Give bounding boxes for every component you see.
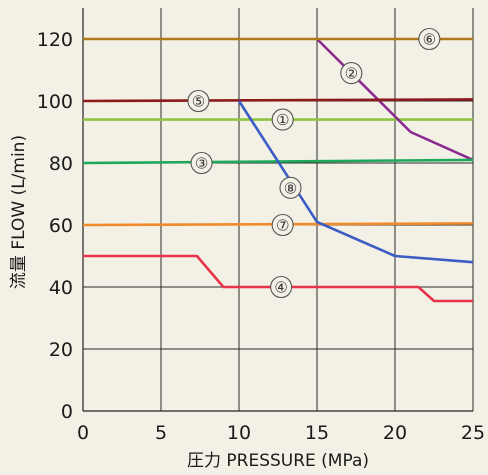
- x-tick-labels: 0 5 10 15 20 25: [77, 422, 485, 444]
- x-tick-label: 20: [383, 422, 407, 444]
- series-line-5: [82, 98, 474, 103]
- marker-circle: [271, 108, 294, 131]
- series-name-label: ④: [274, 279, 287, 297]
- marker-circle: [271, 213, 294, 237]
- series-marker-4: ④: [270, 275, 293, 299]
- x-tick-label: 10: [227, 422, 251, 444]
- marker-circle: [279, 176, 302, 199]
- x-axis-title: 圧力 PRESSURE (MPa): [187, 451, 369, 471]
- series-name-label: ③: [195, 155, 208, 173]
- y-tick-label: 80: [49, 153, 73, 175]
- y-tick-label: 20: [49, 339, 73, 361]
- x-tick-label: 0: [77, 422, 89, 444]
- marker-circle: [340, 62, 363, 85]
- series-markers: ① ② ③ ④ ⑤ ⑥ ⑦ ⑧: [187, 27, 441, 299]
- x-tick-label: 15: [305, 422, 329, 444]
- y-tick-label: 120: [37, 29, 73, 51]
- series-marker-8: ⑧: [279, 176, 302, 199]
- axes: [82, 8, 473, 412]
- marker-circle: [270, 275, 293, 299]
- y-tick-label: 60: [49, 215, 73, 237]
- y-tick-label: 40: [49, 277, 73, 299]
- y-tick-label: 0: [61, 401, 73, 423]
- plot-area: [83, 8, 473, 411]
- series-marker-1: ①: [271, 108, 294, 131]
- series-name-label: ②: [345, 65, 358, 83]
- series-marker-5: ⑤: [187, 89, 210, 113]
- series-line-4: [83, 254, 473, 303]
- series-marker-3: ③: [190, 151, 213, 175]
- series-name-label: ⑧: [284, 179, 297, 197]
- marker-circle: [418, 27, 441, 51]
- y-tick-labels: 0 20 40 60 80 100 120: [37, 29, 73, 423]
- x-tick-label: 5: [155, 422, 167, 444]
- series-line-8: [237, 100, 474, 264]
- series-marker-7: ⑦: [271, 213, 294, 237]
- marker-circle: [187, 89, 210, 113]
- series-marker-2: ②: [340, 62, 363, 85]
- series-name-label: ①: [276, 111, 289, 129]
- series-name-label: ⑦: [276, 217, 289, 235]
- series-name-label: ⑥: [423, 31, 436, 49]
- y-axis-title: 流量 FLOW (L/min): [9, 135, 29, 289]
- x-tick-label: 25: [461, 422, 485, 444]
- series-name-label: ⑤: [192, 93, 205, 111]
- marker-circle: [190, 151, 213, 175]
- series-marker-6: ⑥: [418, 27, 441, 51]
- y-tick-label: 100: [37, 91, 73, 113]
